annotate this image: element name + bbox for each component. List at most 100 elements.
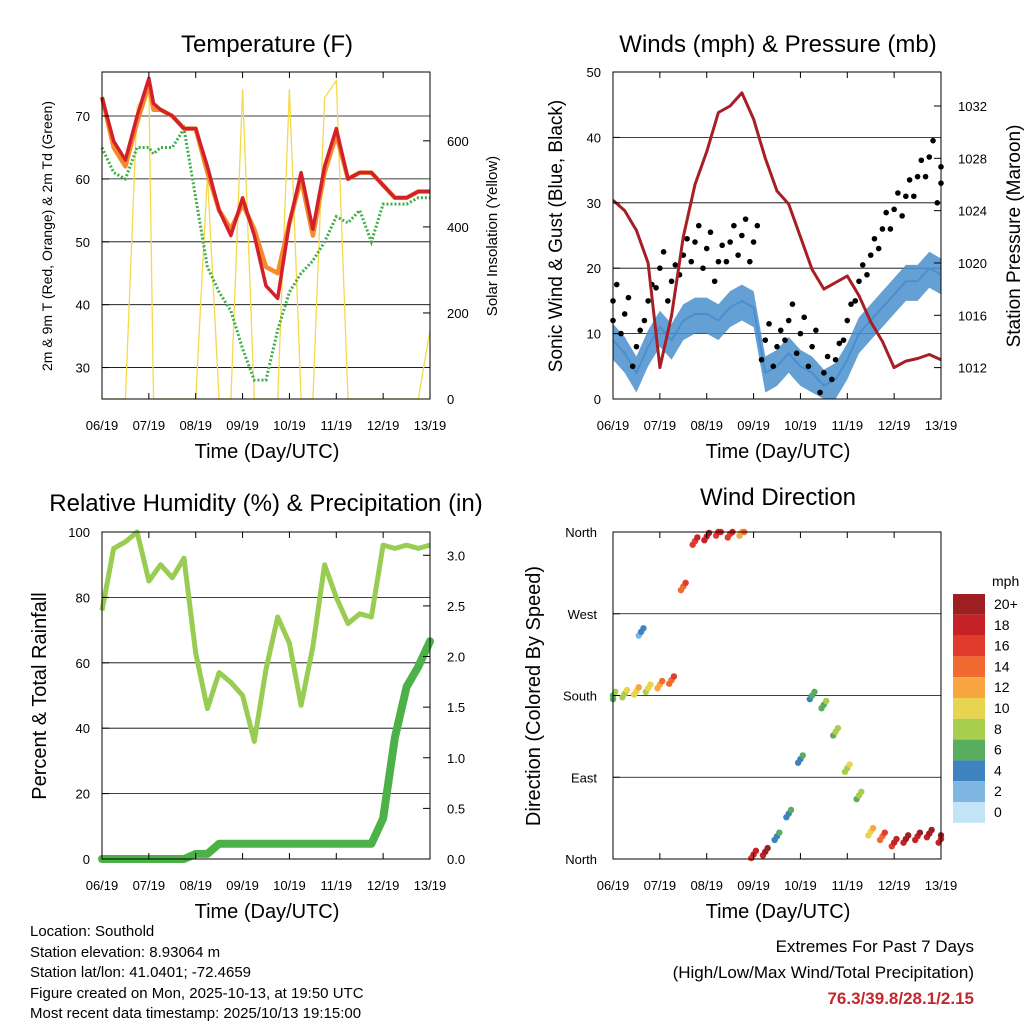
gust-point [762, 337, 769, 343]
winds-ylabel: Sonic Wind & Gust (Blue, Black) [546, 100, 567, 372]
gust-point [657, 265, 663, 272]
humidity-left-axis: 0 20 40 60 80 100 [68, 525, 109, 867]
gust-point [742, 216, 749, 222]
time-tick-label: 06/19 [597, 418, 630, 433]
time-tick-label: 13/19 [925, 418, 958, 433]
y-tick-label: 40 [76, 721, 90, 736]
gust-point [879, 226, 886, 232]
direction-point [764, 844, 771, 852]
gust-point [859, 262, 866, 268]
station-location: Location: Southold [30, 923, 155, 940]
time-tick-label: 13/19 [414, 878, 447, 893]
gust-point [785, 317, 792, 324]
speed-legend-label: 16 [994, 638, 1010, 654]
speed-legend-swatch [953, 760, 985, 782]
gust-point [735, 252, 741, 258]
direction-point [776, 829, 783, 836]
gust-point [774, 343, 780, 350]
gust-point [668, 278, 675, 285]
direction-point [670, 673, 678, 680]
speed-legend-swatch [953, 656, 985, 678]
gust-point [660, 249, 667, 255]
humidity-time-axis: 06/19 07/19 08/19 09/19 10/19 11/19 12/19 13/19 [86, 532, 447, 893]
temperature-time-axis: 06/19 07/19 08/19 09/19 10/19 11/19 12/19 13/19 [86, 72, 446, 433]
direction-point [858, 788, 865, 795]
time-tick-label: 06/19 [86, 878, 119, 893]
gust-point [633, 343, 640, 350]
gust-point [747, 258, 753, 265]
gust-point [911, 193, 917, 200]
time-tick-label: 12/19 [367, 418, 400, 433]
gust-point [930, 137, 936, 144]
gust-point [887, 226, 894, 232]
y-tick-label: 80 [76, 590, 90, 605]
gust-point [856, 278, 862, 285]
humidity-ylabel: Percent & Total Rainfall [29, 592, 51, 800]
speed-legend-swatch [953, 614, 985, 636]
y2-tick-label: 1.5 [447, 700, 465, 715]
pressure-right-axis: 1012 1016 1020 1024 1028 1032 [934, 99, 987, 376]
extremes-block: Extremes For Past 7 Days (High/Low/Max W… [673, 934, 974, 1012]
humidity-plot-area [98, 529, 434, 863]
direction-point [635, 684, 642, 691]
gust-point [840, 337, 847, 343]
gust-point [922, 173, 929, 180]
gust-point [707, 229, 714, 236]
y2-tick-label: 400 [447, 220, 469, 235]
speed-legend-label: 6 [994, 742, 1002, 758]
gust-point [711, 278, 718, 285]
direction-point [787, 806, 795, 814]
speed-legend-label: 18 [994, 617, 1010, 633]
speed-legend-swatch [953, 635, 985, 657]
pressure-line [612, 91, 942, 370]
time-tick-label: 11/19 [831, 878, 863, 893]
recent-timestamp: Most recent data timestamp: 2025/10/13 1… [30, 1005, 362, 1022]
y-tick-label: 70 [76, 109, 90, 124]
temperature-title: Temperature (F) [181, 31, 353, 58]
extremes-values: 76.3/39.8/28.1/2.15 [827, 989, 974, 1008]
direction-plot-area [609, 528, 945, 862]
gust-point [688, 258, 695, 265]
gust-point [829, 376, 835, 383]
gust-point [665, 298, 671, 304]
y-tick-label: 50 [76, 235, 90, 250]
time-tick-label: 10/19 [784, 418, 817, 433]
relative-humidity-line [99, 529, 431, 744]
y2-tick-label: 1028 [958, 151, 987, 166]
y2-tick-label: 3.0 [447, 548, 465, 563]
y-tick-label: 20 [587, 261, 601, 276]
gust-point [653, 285, 659, 291]
time-tick-label: 08/19 [179, 878, 212, 893]
gust-point [766, 320, 772, 327]
temp-2m-line [100, 76, 430, 301]
gust-point [926, 154, 933, 160]
direction-time-axis: 06/19 07/19 08/19 09/19 10/19 11/19 12/19 13/19 [597, 532, 957, 893]
time-tick-label: 12/19 [367, 878, 400, 893]
gust-point [637, 327, 643, 334]
y2-tick-label: 0.0 [447, 852, 465, 867]
y2-tick-label: 0.5 [447, 801, 465, 816]
direction-point [893, 835, 900, 843]
time-tick-label: 11/19 [831, 418, 863, 433]
gust-point [836, 340, 843, 347]
gust-point [621, 311, 628, 317]
gust-point [758, 356, 765, 363]
gust-point [672, 262, 679, 268]
gust-point [805, 363, 812, 370]
y-tick-label: 30 [587, 196, 601, 211]
temperature-frame [101, 71, 431, 400]
gust-point [700, 265, 706, 272]
direction-tick-label: West [568, 607, 598, 622]
gust-point [832, 356, 839, 363]
speed-legend-swatch [953, 739, 985, 761]
y-tick-label: 0 [83, 852, 90, 867]
speed-legend-label: 2 [994, 783, 1002, 799]
y2-tick-label: 1020 [958, 256, 987, 271]
gust-point [821, 370, 827, 376]
station-info: Location: Southold Station elevation: 8.… [30, 922, 364, 1025]
direction-point [705, 529, 713, 537]
time-tick-label: 09/19 [737, 878, 770, 893]
gust-point [641, 317, 648, 324]
time-tick-label: 11/19 [320, 878, 352, 893]
direction-tick-label: South [563, 689, 597, 704]
